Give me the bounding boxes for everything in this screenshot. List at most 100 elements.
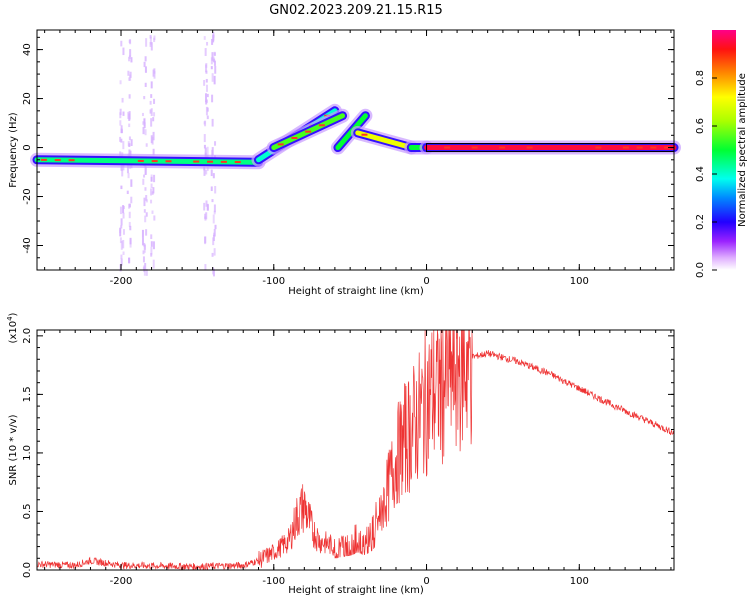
band-peak [444,146,451,149]
speckle-mark [128,136,131,141]
band-peak [40,158,47,161]
speckle-mark [213,210,216,215]
band-peak [207,160,214,163]
speckle-mark [204,213,207,219]
speckle-mark [142,256,145,263]
speckle-mark [130,196,133,204]
speckle-mark [206,115,209,120]
speckle-mark [212,173,215,179]
speckle-mark [214,224,217,230]
speckle-mark [145,38,148,47]
speckle-mark [153,112,156,117]
speckle-mark [213,60,216,66]
y-tick-label: 20 [22,92,33,105]
speckle-mark [205,200,208,207]
speckle-mark [127,141,130,147]
speckle-mark [128,149,131,158]
y-tick-label: 0 [22,144,33,150]
band-peak [220,160,227,163]
band-peak [68,159,75,162]
speckle-mark [145,269,148,276]
band-peak [54,159,61,162]
speckle-mark [150,241,153,247]
speckle-mark [119,120,122,126]
speckle-mark [151,137,154,145]
y-tick-label: -20 [22,188,33,204]
speckle-mark [121,169,124,177]
speckle-mark [120,225,123,229]
speckle-mark [212,267,215,275]
speckle-mark [150,174,153,182]
speckle-mark [149,109,152,114]
speckle-mark [213,75,216,85]
speckle-mark [121,97,124,103]
speckle-mark [143,245,146,253]
band-peak [595,146,602,149]
x-tick-label: 0 [423,276,429,287]
speckle-mark [127,70,130,76]
snr-y-scale-base: (x10 [8,321,19,344]
snr-frame [36,329,675,571]
speckle-mark [151,210,154,214]
snr-background [37,330,674,570]
speckle-mark [143,61,146,68]
speckle-mark [126,164,129,174]
speckle-mark [210,186,213,192]
speckle-mark [144,187,147,191]
speckle-mark [144,66,147,73]
speckle-mark [142,266,145,271]
speckle-mark [120,254,123,259]
speckle-mark [129,39,132,45]
band-peak [471,146,478,149]
band-peak [193,160,200,163]
speckle-mark [211,149,214,159]
speckle-mark [128,257,131,263]
speckle-mark [204,236,207,245]
speckle-mark [144,215,147,223]
speckle-mark [214,141,217,146]
speckle-mark [122,229,125,235]
speckle-mark [122,239,125,249]
speckle-mark [206,93,209,98]
speckle-mark [150,246,153,255]
band-peak [650,146,657,149]
speckle-mark [150,183,153,188]
speckle-mark [151,191,154,195]
x-tick-label: -200 [110,276,133,287]
speckle-mark [204,216,207,221]
speckle-mark [150,199,153,204]
speckle-mark [119,112,122,119]
speckle-mark [152,187,155,194]
speckle-mark [145,143,148,147]
speckle-mark [122,111,125,116]
speckle-mark [203,144,206,149]
speckle-mark [119,237,122,244]
speckle-mark [205,64,208,73]
colorbar-label: Normalized spectral amplitude [737,73,748,227]
speckle-mark [130,139,133,146]
speckle-mark [143,96,146,100]
speckle-mark [205,84,208,92]
speckle-mark [145,199,148,203]
speckle-mark [143,209,146,213]
band-peak [277,143,284,146]
x-tick-label: 0 [423,576,429,587]
speckle-mark [119,206,122,215]
speckle-mark [150,81,153,89]
speckle-mark [150,108,153,117]
speckle-mark [128,211,131,219]
colorbar-gradient [712,30,736,270]
speckle-mark [119,80,122,85]
spectrogram-x-label: Height of straight line (km) [288,286,424,297]
speckle-mark [153,215,156,221]
speckle-mark [213,51,216,56]
speckle-mark [142,121,145,125]
speckle-mark [205,78,208,83]
speckle-mark [144,167,147,175]
speckle-mark [205,70,208,74]
speckle-mark [144,56,147,62]
speckle-mark [210,57,213,65]
speckle-mark [203,121,206,125]
speckle-mark [205,106,208,116]
